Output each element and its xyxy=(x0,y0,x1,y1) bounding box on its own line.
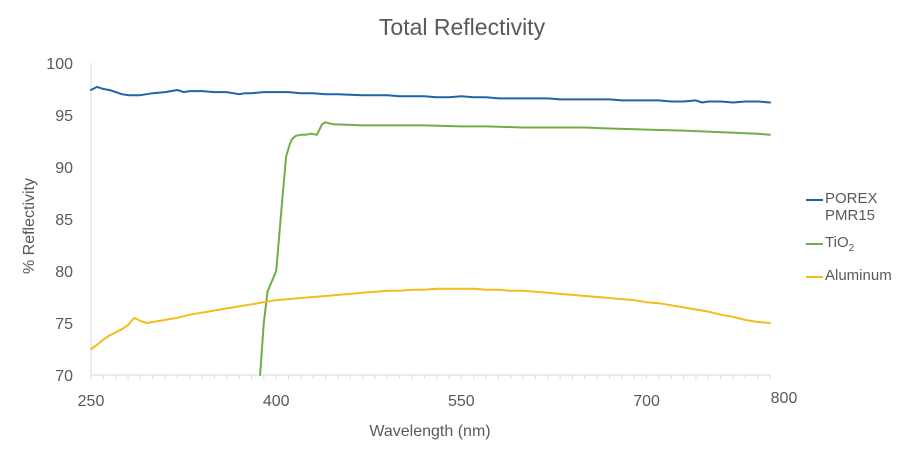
series-line-porex xyxy=(90,85,771,104)
series-line-tio2 xyxy=(259,121,771,376)
series-line-aluminum xyxy=(90,287,771,350)
legend-item-tio2: TiO2 xyxy=(806,234,892,257)
y-axis-label: % Reflectivity xyxy=(21,178,38,274)
legend: POREX PMR15 TiO2 Aluminum xyxy=(806,190,892,294)
x-tick-label: 400 xyxy=(263,393,290,410)
x-tick-label: 250 xyxy=(78,393,105,410)
x-tick-label: 700 xyxy=(633,393,660,410)
x-axis-label: Wavelength (nm) xyxy=(369,423,490,440)
y-tick-label: 85 xyxy=(55,212,73,229)
plot-area xyxy=(90,85,771,376)
y-tick-label: 70 xyxy=(55,368,73,385)
legend-item-aluminum: Aluminum xyxy=(806,267,892,284)
y-tick-label: 90 xyxy=(55,160,73,177)
legend-label-porex: POREX PMR15 xyxy=(825,190,878,224)
legend-label-aluminum: Aluminum xyxy=(825,267,892,284)
tick-labels: 70 75 80 85 90 95 100 250 400 550 700 800 xyxy=(46,56,797,410)
y-tick-label: 75 xyxy=(55,316,73,333)
legend-swatch-tio2 xyxy=(806,243,823,245)
chart-title: Total Reflectivity xyxy=(378,14,546,40)
x-tick-label: 800 xyxy=(771,390,798,407)
legend-swatch-aluminum xyxy=(806,276,823,278)
legend-label-tio2-main: TiO xyxy=(825,234,849,251)
x-tick-label: 550 xyxy=(448,393,475,410)
y-tick-label: 80 xyxy=(55,264,73,281)
axes xyxy=(90,63,771,379)
legend-label-tio2: TiO2 xyxy=(825,234,892,257)
y-tick-label: 95 xyxy=(55,108,73,125)
legend-label-tio2-sub: 2 xyxy=(848,243,855,254)
y-tick-label: 100 xyxy=(46,56,73,73)
legend-item-porex: POREX PMR15 xyxy=(806,190,892,224)
legend-swatch-porex xyxy=(806,199,823,201)
